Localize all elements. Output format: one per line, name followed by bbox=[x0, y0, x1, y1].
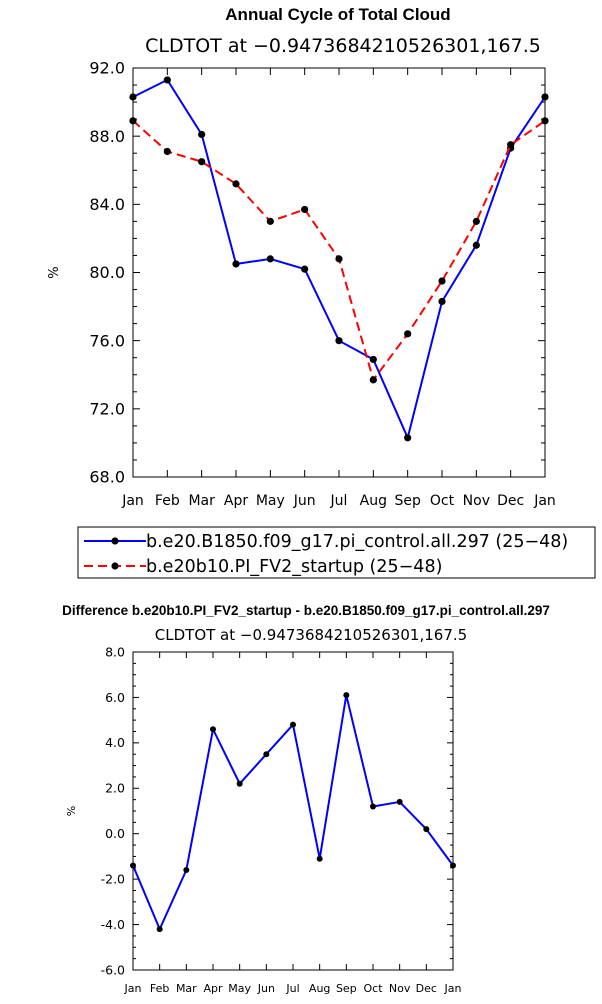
data-point bbox=[404, 434, 412, 442]
data-point bbox=[423, 826, 430, 833]
legend-frame bbox=[77, 526, 596, 579]
x-tick-label: Jan bbox=[533, 493, 556, 509]
x-tick-label: Sep bbox=[336, 982, 357, 995]
y-tick-label: 68.0 bbox=[89, 468, 125, 487]
data-point bbox=[472, 217, 480, 225]
y-tick-label: 76.0 bbox=[89, 331, 125, 350]
y-axis-label: % bbox=[65, 806, 78, 816]
data-point bbox=[183, 867, 190, 874]
data-point bbox=[198, 158, 206, 166]
x-tick-label: May bbox=[228, 982, 251, 995]
x-tick-label: Jan bbox=[121, 493, 144, 509]
data-point bbox=[301, 205, 309, 214]
data-point bbox=[438, 297, 446, 306]
x-tick-label: Dec bbox=[416, 982, 437, 995]
x-tick-label: Jan bbox=[124, 982, 142, 995]
data-point bbox=[129, 117, 137, 125]
difference-chart: Difference b.e20b10.PI_FV2_startup - b.e… bbox=[62, 603, 550, 995]
data-point bbox=[210, 726, 216, 733]
data-point bbox=[343, 692, 350, 699]
x-tick-label: Feb bbox=[155, 493, 180, 509]
x-tick-label: May bbox=[256, 493, 285, 509]
x-tick-label: Aug bbox=[309, 982, 330, 995]
data-point bbox=[404, 330, 412, 338]
x-tick-label: Mar bbox=[176, 982, 197, 995]
data-point bbox=[396, 798, 403, 805]
data-point bbox=[301, 265, 309, 273]
data-point bbox=[163, 76, 171, 84]
x-tick-label: Dec bbox=[497, 493, 524, 509]
y-tick-label: 92.0 bbox=[89, 59, 125, 78]
data-point bbox=[369, 376, 377, 384]
y-tick-label: -6.0 bbox=[101, 962, 125, 977]
y-tick-label: -2.0 bbox=[101, 872, 125, 887]
chart-subtitle: CLDTOT at −0.9473684210526301,167.5 bbox=[155, 626, 467, 644]
legend-label: b.e20b10.PI_FV2_startup (25−48) bbox=[146, 557, 442, 577]
legend-marker bbox=[111, 562, 119, 570]
data-point bbox=[130, 862, 136, 869]
y-axis-label: % bbox=[47, 266, 62, 278]
data-point bbox=[198, 130, 206, 139]
y-tick-label: 0.0 bbox=[105, 826, 125, 841]
chart-title: Difference b.e20b10.PI_FV2_startup - b.e… bbox=[62, 603, 550, 618]
x-tick-label: Feb bbox=[150, 982, 169, 995]
x-tick-label: Oct bbox=[363, 982, 383, 995]
data-point bbox=[335, 255, 343, 263]
data-point bbox=[156, 926, 163, 933]
x-tick-label: Aug bbox=[360, 493, 387, 509]
data-point bbox=[472, 241, 480, 249]
annual-cycle-chart: Annual Cycle of Total Cloud CLDTOT at −0… bbox=[47, 5, 556, 509]
data-point bbox=[232, 260, 240, 268]
x-tick-label: Jul bbox=[330, 493, 348, 509]
y-tick-label: 8.0 bbox=[105, 644, 125, 659]
legend-label: b.e20.B1850.f09_g17.pi_control.all.297 (… bbox=[146, 532, 568, 552]
data-point bbox=[316, 855, 323, 862]
x-tick-label: Sep bbox=[394, 493, 421, 509]
legend-marker bbox=[111, 537, 119, 545]
plot-frame bbox=[132, 651, 454, 971]
y-tick-label: -4.0 bbox=[101, 917, 125, 932]
data-point bbox=[541, 117, 549, 125]
y-tick-label: 88.0 bbox=[89, 127, 125, 146]
y-tick-label: 2.0 bbox=[105, 781, 125, 796]
data-point bbox=[438, 277, 446, 285]
x-tick-label: Apr bbox=[224, 493, 248, 509]
data-point bbox=[163, 147, 171, 156]
x-tick-label: Jun bbox=[293, 493, 316, 509]
plot-frame bbox=[132, 67, 546, 478]
data-point bbox=[290, 721, 296, 728]
y-tick-label: 84.0 bbox=[89, 195, 125, 214]
x-tick-label: Oct bbox=[430, 493, 455, 509]
data-point bbox=[232, 180, 240, 188]
data-point bbox=[263, 751, 270, 758]
data-point bbox=[370, 803, 376, 810]
x-tick-label: Mar bbox=[188, 493, 215, 509]
series-line bbox=[132, 694, 454, 932]
x-tick-label: Jan bbox=[444, 982, 462, 995]
legend: b.e20.B1850.f09_g17.pi_control.all.297 (… bbox=[77, 526, 596, 579]
chart-title: Annual Cycle of Total Cloud bbox=[225, 5, 450, 24]
data-point bbox=[335, 337, 343, 345]
data-point bbox=[129, 93, 137, 101]
data-point bbox=[541, 93, 549, 101]
x-tick-label: Apr bbox=[203, 982, 223, 995]
data-point bbox=[266, 255, 274, 263]
data-point bbox=[369, 355, 377, 364]
x-tick-label: Jun bbox=[257, 982, 275, 995]
x-tick-label: Nov bbox=[463, 493, 490, 509]
data-point bbox=[450, 862, 456, 869]
data-point bbox=[266, 217, 274, 225]
y-tick-label: 72.0 bbox=[89, 399, 125, 418]
x-tick-label: Jul bbox=[285, 982, 299, 995]
data-point bbox=[236, 780, 243, 787]
x-tick-label: Nov bbox=[389, 982, 411, 995]
y-tick-label: 4.0 bbox=[105, 735, 125, 750]
data-point bbox=[507, 141, 515, 149]
y-tick-label: 80.0 bbox=[89, 263, 125, 282]
y-tick-label: 6.0 bbox=[105, 690, 125, 705]
chart-subtitle: CLDTOT at −0.9473684210526301,167.5 bbox=[145, 35, 541, 57]
